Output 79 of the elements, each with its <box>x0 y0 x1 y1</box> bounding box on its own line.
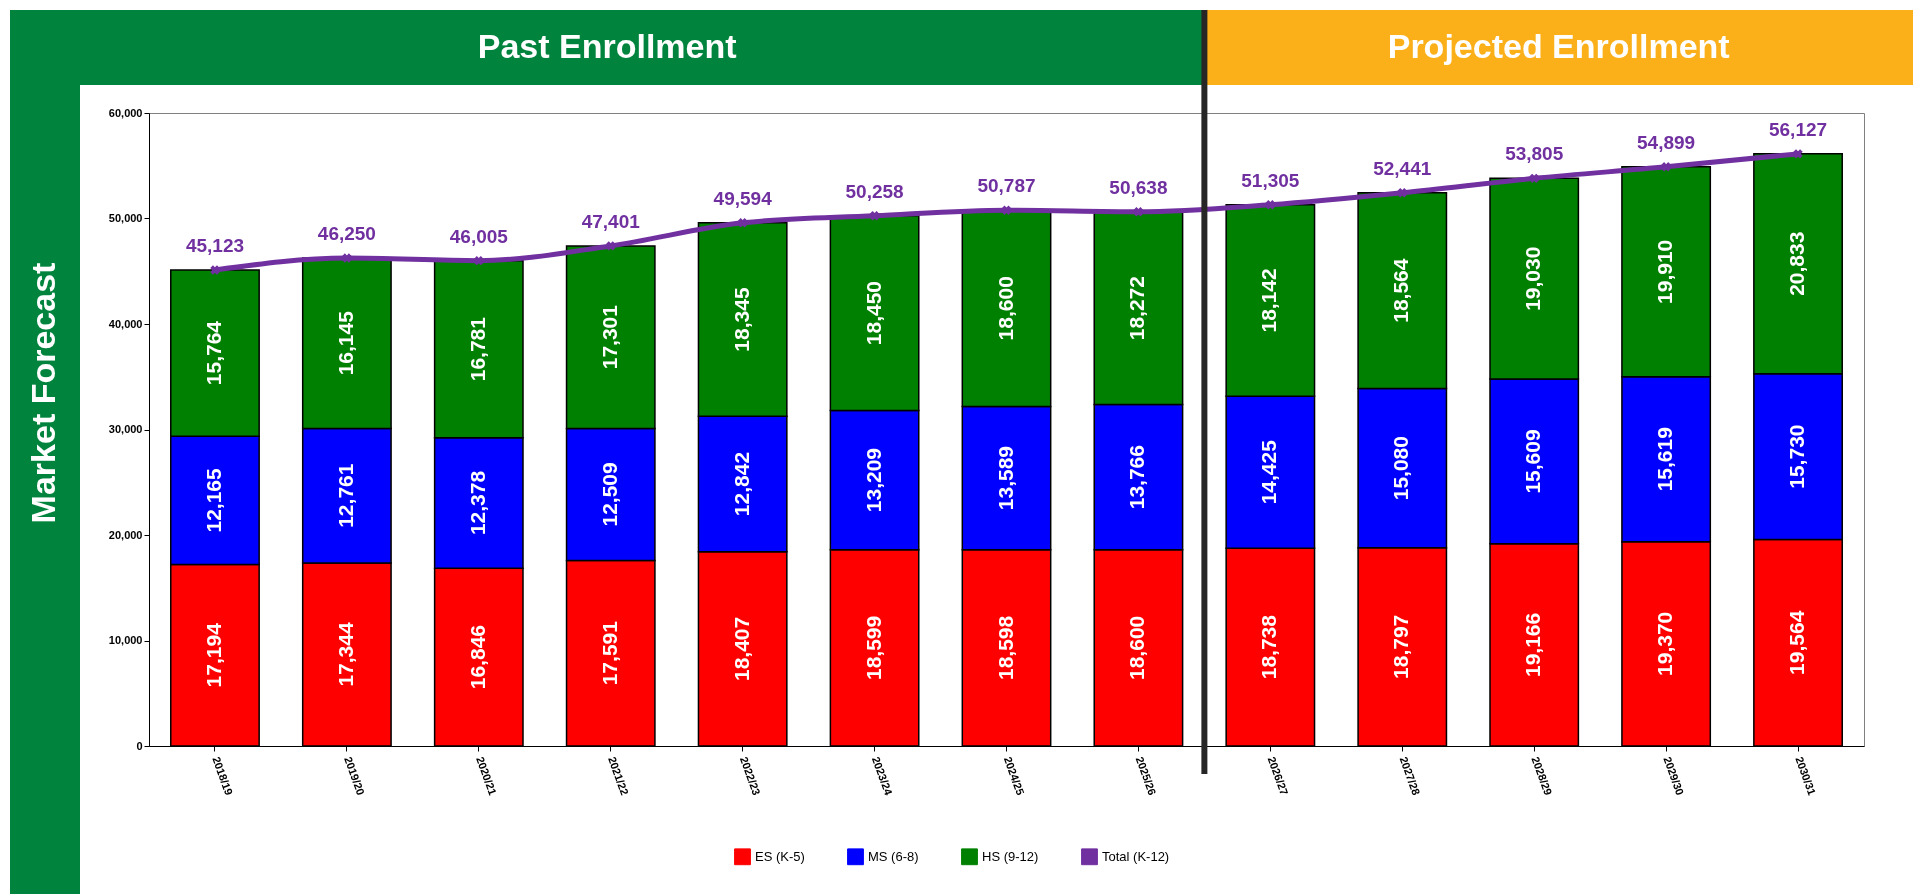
point <box>1397 188 1407 198</box>
legend-label: Total (K-12) <box>1102 848 1170 864</box>
data-label: 19,564 <box>1785 610 1809 675</box>
legend-label: MS (6-8) <box>868 848 919 864</box>
data-label: 15,080 <box>1389 436 1413 501</box>
data-label: 19,030 <box>1521 246 1545 311</box>
data-label: 18,598 <box>993 615 1017 681</box>
data-label: 52,441 <box>1373 157 1432 179</box>
data-label: 46,005 <box>449 225 509 247</box>
data-label: 12,509 <box>597 462 621 527</box>
data-label: 18,797 <box>1389 614 1413 679</box>
point <box>737 218 748 228</box>
data-label: 17,344 <box>333 622 357 687</box>
data-label: 51,305 <box>1241 169 1300 191</box>
data-label: 15,609 <box>1521 429 1545 494</box>
point <box>1001 205 1012 215</box>
point <box>1133 207 1144 217</box>
data-label: 16,781 <box>465 316 489 382</box>
data-label: 47,401 <box>581 210 641 232</box>
point <box>342 253 352 263</box>
y-tick-label: 20,000 <box>108 528 143 541</box>
data-label: 12,761 <box>333 463 357 528</box>
y-tick-label: 10,000 <box>108 634 143 646</box>
point <box>1793 149 1803 159</box>
y-axis-title: Market Forecast <box>24 262 62 524</box>
data-label: 16,145 <box>333 310 357 376</box>
legend-label: HS (9-12) <box>982 848 1039 864</box>
y-tick-label: 0 <box>136 739 143 752</box>
data-label: 20,833 <box>1785 231 1809 296</box>
y-tick-label: 60,000 <box>108 106 143 119</box>
data-label: 18,142 <box>1257 268 1281 333</box>
data-label: 50,638 <box>1109 176 1168 198</box>
data-label: 19,166 <box>1521 612 1545 678</box>
data-label: 16,846 <box>465 625 489 690</box>
legend-label: ES (K-5) <box>755 848 805 864</box>
data-label: 54,899 <box>1637 131 1696 153</box>
y-tick-label: 50,000 <box>108 212 143 224</box>
data-label: 18,599 <box>861 615 885 681</box>
data-label: 49,594 <box>713 187 773 209</box>
data-label: 15,730 <box>1785 424 1809 489</box>
text: Projected Enrollment <box>1387 27 1730 65</box>
text: Past Enrollment <box>477 27 737 65</box>
data-label: 13,209 <box>861 447 885 513</box>
point <box>1529 173 1539 184</box>
data-label: 50,787 <box>977 175 1036 197</box>
data-label: 18,600 <box>1125 615 1149 680</box>
data-label: 15,764 <box>201 320 225 386</box>
data-label: 56,127 <box>1768 118 1828 140</box>
point <box>210 265 220 275</box>
point <box>869 211 880 221</box>
data-label: 18,600 <box>993 276 1017 341</box>
data-label: 18,450 <box>861 280 885 346</box>
data-label: 45,123 <box>185 234 245 256</box>
data-label: 18,345 <box>729 287 753 352</box>
point <box>1661 162 1671 172</box>
data-label: 12,165 <box>201 468 225 533</box>
data-label: 19,910 <box>1653 239 1677 304</box>
data-label: 53,805 <box>1505 143 1564 165</box>
data-label: 14,425 <box>1257 439 1281 505</box>
point <box>1265 200 1276 210</box>
point <box>474 255 484 266</box>
data-label: 50,258 <box>845 180 904 202</box>
data-label: 12,378 <box>465 470 489 536</box>
y-tick-label: 30,000 <box>108 423 143 435</box>
data-label: 17,194 <box>201 622 225 688</box>
data-label: 46,250 <box>317 223 376 245</box>
data-label: 18,272 <box>1125 276 1149 341</box>
data-label: 13,589 <box>993 445 1017 511</box>
data-label: 17,301 <box>597 304 621 370</box>
point <box>606 241 616 251</box>
data-label: 18,564 <box>1389 258 1413 323</box>
data-label: 18,738 <box>1257 614 1281 680</box>
data-label: 19,370 <box>1653 611 1677 676</box>
data-label: 13,766 <box>1125 445 1149 510</box>
data-label: 17,591 <box>597 620 621 686</box>
data-label: 12,842 <box>729 451 753 517</box>
y-tick-label: 40,000 <box>108 317 143 330</box>
data-label: 18,407 <box>729 616 753 682</box>
data-label: 15,619 <box>1653 427 1677 492</box>
